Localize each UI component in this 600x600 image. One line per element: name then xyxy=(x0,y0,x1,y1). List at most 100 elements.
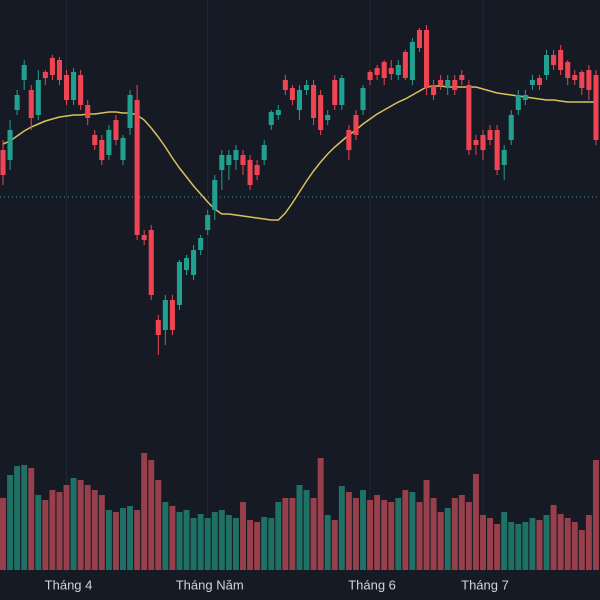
volume-bar xyxy=(487,518,494,570)
volume-bar xyxy=(211,512,218,570)
volume-bar xyxy=(345,492,352,570)
candle-body xyxy=(515,95,521,110)
candle-body xyxy=(522,95,528,100)
volume-bar xyxy=(571,522,578,570)
volume-bar xyxy=(169,506,176,570)
volume-bar xyxy=(585,515,592,570)
candle-body xyxy=(381,62,387,78)
candle-body xyxy=(275,110,281,115)
volume-bar xyxy=(218,510,225,570)
volume-bar xyxy=(134,510,141,570)
volume-bar xyxy=(388,502,395,570)
moving-average xyxy=(2,85,596,221)
candle-body xyxy=(42,72,48,78)
volume-bar xyxy=(324,515,331,570)
volume-bar xyxy=(105,510,112,570)
candle-body xyxy=(529,80,535,85)
candle-body xyxy=(78,75,84,105)
volume-bar xyxy=(84,485,91,570)
candle-body xyxy=(416,30,423,48)
candle-body xyxy=(289,88,295,100)
candle-body xyxy=(28,90,34,118)
candle-body xyxy=(219,155,225,170)
candle-body xyxy=(155,320,161,335)
x-tick-label: Tháng 7 xyxy=(461,577,509,592)
volume-bar xyxy=(437,512,444,570)
volume-bar xyxy=(529,518,536,570)
candle-body xyxy=(35,80,41,115)
volume-bar xyxy=(268,518,275,570)
candle-body xyxy=(113,120,119,140)
candle-body xyxy=(296,90,303,110)
candle-body xyxy=(247,160,253,185)
volume-bar xyxy=(127,506,134,570)
candle-body xyxy=(261,145,267,160)
candle-body xyxy=(49,58,55,75)
volume-bar xyxy=(458,495,465,570)
candle-body xyxy=(303,85,310,90)
volume-bar xyxy=(331,520,338,570)
candle-body xyxy=(551,55,557,65)
candle-body xyxy=(127,95,133,128)
volume-bar xyxy=(501,512,508,570)
candle-body xyxy=(148,230,154,295)
candle-body xyxy=(543,55,550,75)
volume-bar xyxy=(70,478,77,570)
candle-body xyxy=(395,65,401,75)
volume-bar xyxy=(176,512,183,570)
candle-body xyxy=(487,130,493,140)
volume-bar xyxy=(536,520,543,570)
volume-bar xyxy=(7,475,14,570)
volume-bar xyxy=(197,514,204,570)
volume-bar xyxy=(310,498,317,570)
candle-body xyxy=(99,140,105,160)
volume-bar xyxy=(592,460,599,570)
volume-bar xyxy=(28,468,35,570)
volume-bar xyxy=(247,520,254,570)
candle-body xyxy=(374,68,380,75)
candle-body xyxy=(325,115,331,120)
candle-body xyxy=(586,70,592,90)
volume-bar xyxy=(225,515,232,570)
candle-body xyxy=(233,150,239,160)
candle-body xyxy=(480,135,486,150)
candle-body xyxy=(106,130,112,155)
volume-bar xyxy=(35,495,42,570)
volume-bar xyxy=(480,515,486,570)
candle-body xyxy=(565,62,571,78)
volume-bar xyxy=(120,508,126,570)
volume-bar xyxy=(289,498,296,570)
candle-body xyxy=(183,258,190,270)
candle-body xyxy=(367,72,373,80)
volume-bar xyxy=(508,522,515,570)
volume-bar xyxy=(141,453,148,570)
candle-body xyxy=(445,80,451,88)
volume-bar xyxy=(98,495,105,570)
volume-bar xyxy=(451,498,458,570)
candle-body xyxy=(92,135,98,145)
volume-bar xyxy=(282,498,289,570)
volume-bar xyxy=(515,524,522,570)
volume-bar xyxy=(543,515,550,570)
volume-bar xyxy=(494,524,501,570)
candle-body xyxy=(21,65,27,80)
candle-body xyxy=(141,235,147,240)
candle-body xyxy=(459,75,465,80)
candle-body xyxy=(198,238,204,250)
candle-body xyxy=(176,262,183,305)
volume-bar xyxy=(14,466,21,570)
candle-body xyxy=(572,75,578,80)
candle-body xyxy=(431,85,437,95)
x-tick-label: Tháng 4 xyxy=(45,577,93,592)
candle-body xyxy=(409,42,415,80)
volume-bar xyxy=(240,502,246,570)
volume-bar xyxy=(77,480,84,570)
candle-body xyxy=(452,80,458,90)
volume-bar xyxy=(155,480,162,570)
volume-bar xyxy=(381,500,388,570)
volume-bar xyxy=(444,508,451,570)
candle-body xyxy=(282,80,288,90)
candle-body xyxy=(311,85,317,118)
volume-bar xyxy=(352,498,359,570)
